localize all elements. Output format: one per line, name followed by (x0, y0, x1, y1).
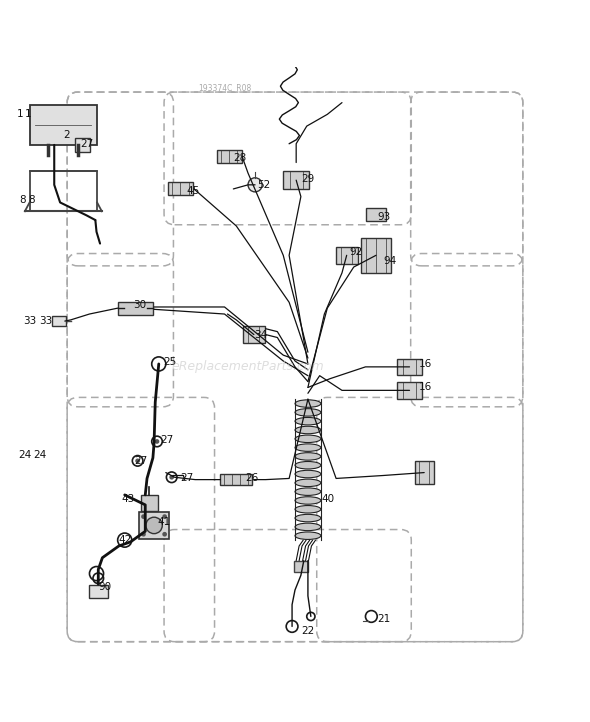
Bar (360, 238, 391, 273)
Text: 93: 93 (377, 212, 391, 222)
Ellipse shape (295, 461, 321, 469)
Text: 27: 27 (160, 435, 173, 445)
Text: 1: 1 (17, 109, 24, 119)
Text: 94: 94 (383, 256, 396, 266)
Text: 2: 2 (63, 130, 70, 140)
Ellipse shape (295, 417, 321, 425)
Ellipse shape (295, 497, 321, 504)
Text: 29: 29 (301, 174, 314, 184)
Text: 24: 24 (19, 450, 32, 460)
Text: 52: 52 (257, 180, 270, 190)
Text: 8: 8 (28, 194, 34, 204)
Circle shape (169, 475, 174, 479)
Circle shape (155, 439, 159, 444)
Text: 33: 33 (40, 316, 53, 326)
Text: 21: 21 (377, 614, 391, 625)
Circle shape (146, 517, 162, 534)
Ellipse shape (295, 488, 321, 495)
Circle shape (162, 514, 167, 519)
Text: 8: 8 (19, 194, 26, 204)
Bar (140, 495, 158, 511)
Text: 42: 42 (119, 535, 132, 545)
Bar (117, 302, 153, 315)
Bar (415, 461, 434, 484)
Text: 27: 27 (81, 139, 94, 149)
Text: 1: 1 (25, 109, 31, 119)
Text: 43: 43 (122, 494, 135, 504)
Text: 16: 16 (418, 359, 431, 369)
Text: 45: 45 (186, 186, 199, 196)
Text: 28: 28 (233, 153, 247, 163)
Text: 25: 25 (163, 357, 176, 367)
Circle shape (248, 178, 262, 192)
Ellipse shape (295, 409, 321, 416)
Circle shape (141, 532, 146, 536)
Bar (89, 585, 108, 598)
Ellipse shape (295, 523, 321, 531)
Bar (220, 474, 253, 485)
Text: 92: 92 (349, 248, 362, 257)
Bar (283, 171, 309, 189)
Bar (336, 247, 358, 264)
Ellipse shape (295, 479, 321, 487)
Text: 27: 27 (135, 456, 148, 466)
Ellipse shape (295, 435, 321, 443)
Text: 34: 34 (254, 329, 267, 339)
Ellipse shape (295, 470, 321, 478)
Circle shape (141, 514, 146, 519)
Text: 27: 27 (181, 474, 194, 484)
Bar (397, 382, 422, 399)
Ellipse shape (295, 426, 321, 434)
Circle shape (135, 458, 140, 464)
Bar (51, 316, 66, 326)
Bar (168, 183, 193, 196)
Text: 40: 40 (322, 494, 335, 504)
Bar (397, 359, 422, 375)
Text: 33: 33 (24, 316, 37, 326)
Bar (30, 105, 97, 145)
Ellipse shape (295, 505, 321, 513)
Text: 26: 26 (245, 474, 258, 484)
Circle shape (162, 532, 167, 536)
Ellipse shape (295, 453, 321, 460)
Ellipse shape (295, 514, 321, 522)
Bar (139, 512, 169, 539)
Ellipse shape (295, 400, 321, 407)
Ellipse shape (295, 532, 321, 539)
Text: 22: 22 (301, 626, 314, 636)
Text: 24: 24 (34, 450, 47, 460)
Text: 193374C_R08: 193374C_R08 (198, 84, 251, 92)
Text: 90: 90 (99, 582, 112, 592)
Bar (75, 138, 90, 152)
Text: 16: 16 (418, 383, 431, 393)
Text: eReplacementParts.com: eReplacementParts.com (172, 360, 324, 373)
Bar (294, 561, 308, 572)
Bar (366, 208, 386, 221)
Ellipse shape (295, 444, 321, 451)
Bar (217, 150, 241, 163)
Text: 30: 30 (133, 300, 147, 310)
Bar (242, 326, 265, 344)
Text: 41: 41 (157, 518, 171, 528)
